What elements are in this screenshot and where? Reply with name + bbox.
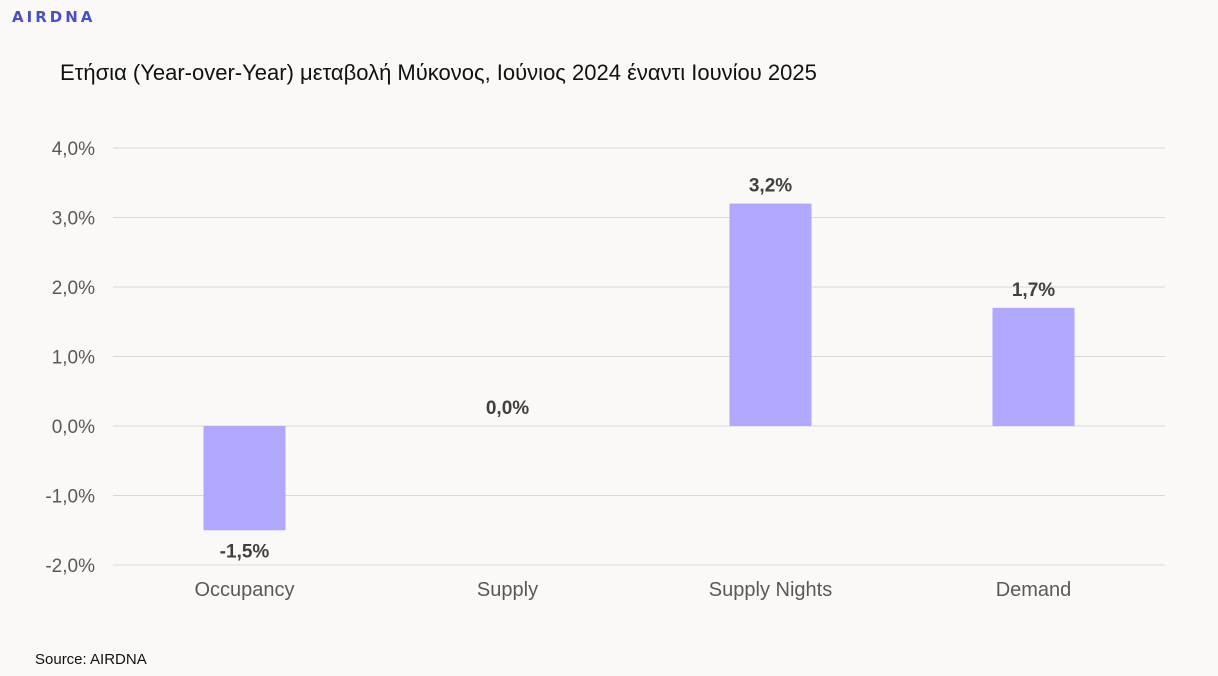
data-label: 3,2% [749, 176, 792, 197]
bar-occupancy [203, 426, 286, 531]
bar-supply-nights [729, 203, 812, 426]
airdna-logo: AIRDNA [12, 8, 96, 26]
source-note: Source: AIRDNA [35, 651, 147, 668]
y-tick-label: -2,0% [45, 556, 95, 577]
bar-chart: 4,0% 3,0% 2,0% 1,0% 0,0% -1,0% -2,0% -1,5% 0,0%… [45, 139, 1165, 601]
category-label: Occupancy [194, 579, 294, 601]
gridlines [113, 147, 1165, 566]
data-label: 0,0% [486, 398, 529, 419]
y-axis-ticks: 4,0% 3,0% 2,0% 1,0% 0,0% -1,0% -2,0% [45, 139, 95, 577]
data-labels: -1,5% 0,0% 3,2% 1,7% [220, 176, 1056, 563]
y-tick-label: -1,0% [45, 487, 95, 508]
data-label: -1,5% [220, 541, 270, 562]
y-tick-label: 0,0% [52, 417, 95, 438]
x-axis-categories: Occupancy Supply Supply Nights Demand [194, 579, 1071, 601]
y-tick-label: 4,0% [52, 139, 95, 160]
bars [203, 203, 1075, 531]
y-tick-label: 3,0% [52, 209, 95, 230]
y-tick-label: 2,0% [52, 278, 95, 299]
data-label: 1,7% [1012, 280, 1055, 301]
y-tick-label: 1,0% [52, 348, 95, 369]
category-label: Demand [996, 579, 1072, 601]
chart-title: Ετήσια (Year-over-Year) μεταβολή Μύκονος… [60, 60, 817, 85]
bar-demand [992, 307, 1075, 426]
category-label: Supply [477, 579, 538, 601]
category-label: Supply Nights [709, 579, 832, 601]
